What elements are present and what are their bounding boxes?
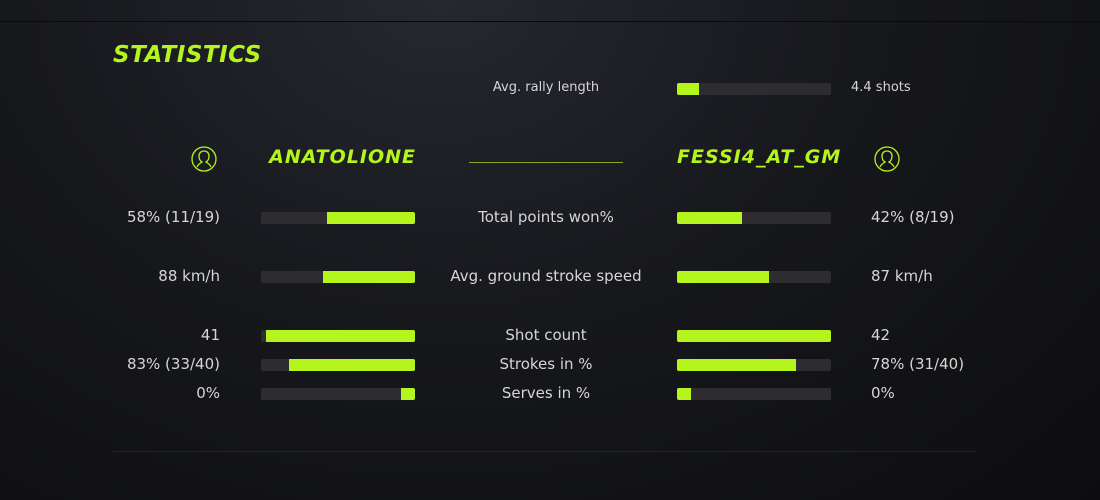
stat-left-value: 41: [200, 326, 220, 344]
stat-left-value: 58% (11/19): [126, 208, 220, 226]
stat-right-bar-fill: [677, 271, 770, 283]
stat-right-value: 87 km/h: [871, 267, 933, 285]
stat-right-bar-fill: [677, 359, 796, 371]
stat-label: Avg. ground stroke speed: [450, 267, 642, 285]
stat-left-value: 88 km/h: [158, 267, 220, 285]
player-right-name: FESSI4_AT_GM: [677, 146, 842, 168]
top-divider: [0, 21, 1100, 22]
stat-right-value: 78% (31/40): [871, 355, 965, 373]
stat-left-bar-fill: [322, 271, 415, 283]
stat-left-bar-fill: [401, 388, 415, 400]
stat-left-bar-fill: [288, 359, 415, 371]
stat-left-bar: [261, 212, 415, 224]
stat-right-value: 0%: [871, 384, 895, 402]
stat-right-bar-fill: [677, 388, 691, 400]
stat-right-bar: [677, 271, 831, 283]
stat-left-bar-fill: [265, 330, 415, 342]
stat-right-bar: [677, 212, 831, 224]
stat-right-bar: [677, 359, 831, 371]
stat-right-bar-fill: [677, 330, 831, 342]
stat-left-value: 83% (33/40): [126, 355, 220, 373]
rally-bar: [677, 83, 831, 95]
page-title: STATISTICS: [113, 42, 262, 68]
stat-left-value: 0%: [196, 384, 220, 402]
stat-left-bar: [261, 271, 415, 283]
stat-right-value: 42: [871, 326, 891, 344]
stat-label: Serves in %: [501, 384, 591, 402]
player-left-name: ANATOLIONE: [269, 146, 416, 168]
rally-bar-fill: [677, 83, 699, 95]
bottom-divider: [112, 451, 977, 452]
stat-right-bar: [677, 388, 831, 400]
rally-value: 4.4 shots: [851, 80, 911, 95]
stat-left-bar-fill: [327, 212, 415, 224]
stat-right-value: 42% (8/19): [871, 208, 955, 226]
header-separator: [469, 162, 623, 163]
rally-label: Avg. rally length: [492, 80, 600, 95]
stat-label: Shot count: [505, 326, 587, 344]
user-icon: [191, 146, 217, 172]
stat-left-bar: [261, 330, 415, 342]
stat-right-bar-fill: [677, 212, 742, 224]
stat-left-bar: [261, 359, 415, 371]
stat-label: Total points won%: [478, 208, 614, 226]
stat-right-bar: [677, 330, 831, 342]
stat-left-bar: [261, 388, 415, 400]
user-icon: [874, 146, 900, 172]
stat-label: Strokes in %: [499, 355, 593, 373]
